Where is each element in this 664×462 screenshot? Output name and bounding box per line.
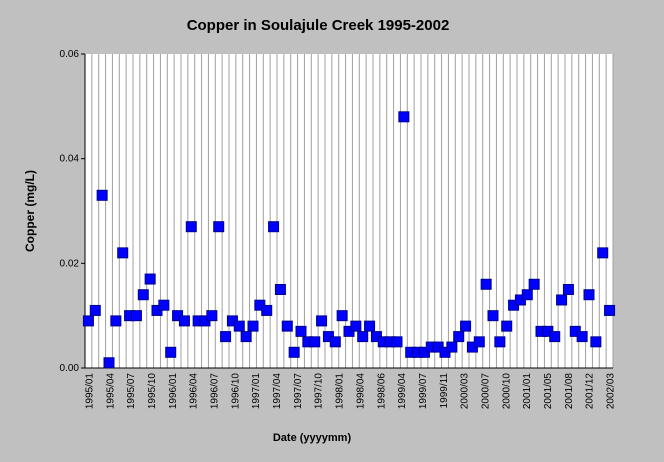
- data-point: [453, 331, 465, 343]
- x-tick-label: 1996/04: [189, 373, 200, 410]
- data-point: [213, 221, 225, 233]
- data-point: [281, 320, 293, 332]
- data-point: [185, 221, 197, 233]
- x-axis-label: Date (yyyymm): [273, 432, 352, 444]
- x-tick-label: 1995/01: [84, 373, 95, 410]
- x-tick-label: 2000/03: [460, 373, 471, 410]
- data-point: [110, 315, 122, 327]
- x-tick-label: 1995/07: [126, 373, 137, 410]
- x-tick-label: 2001/08: [564, 373, 575, 410]
- x-tick-label: 1996/10: [230, 373, 241, 410]
- tick-labels: 0.00 0.02 0.04 0.06 1995/01 1995/04 1995/07 199…: [60, 49, 617, 409]
- data-point: [473, 336, 485, 348]
- data-point: [295, 325, 307, 337]
- data-point: [487, 310, 499, 322]
- data-point: [460, 320, 472, 332]
- y-axis-label: Copper (mg/L): [23, 170, 37, 252]
- data-point: [590, 336, 602, 348]
- y-tick-label: 0.00: [60, 363, 80, 374]
- x-tick-label: 1999/07: [418, 373, 429, 410]
- x-tick-label: 1996/01: [168, 373, 179, 410]
- data-point: [597, 247, 609, 259]
- data-point: [206, 310, 218, 322]
- y-tick-label: 0.06: [60, 49, 80, 60]
- data-point: [357, 331, 369, 343]
- data-point: [220, 331, 232, 343]
- data-point: [480, 278, 492, 290]
- y-tick-label: 0.04: [60, 154, 80, 165]
- data-points: [82, 111, 616, 369]
- x-tick-label: 1997/07: [293, 373, 304, 410]
- data-point: [562, 284, 574, 295]
- data-point: [576, 331, 588, 343]
- x-tick-label: 1999/04: [397, 373, 408, 410]
- x-tick-label: 2001/05: [543, 373, 554, 410]
- x-tick-label: 2000/07: [480, 373, 491, 410]
- data-point: [130, 310, 142, 322]
- data-point: [501, 320, 513, 332]
- data-point: [274, 284, 286, 295]
- data-point: [117, 247, 129, 259]
- data-point: [144, 273, 156, 285]
- data-point: [247, 320, 259, 332]
- data-point: [288, 346, 300, 358]
- chart-title: Copper in Soulajule Creek 1995-2002: [187, 17, 450, 34]
- data-point: [329, 336, 341, 348]
- data-point: [268, 221, 280, 233]
- plot-area: [85, 54, 613, 368]
- data-point: [521, 289, 533, 301]
- x-tick-label: 1998/04: [355, 373, 366, 410]
- x-tick-label: 1998/06: [376, 373, 387, 410]
- data-point: [364, 320, 376, 332]
- data-point: [261, 304, 273, 316]
- data-point: [528, 278, 540, 290]
- y-tick-label: 0.02: [60, 258, 80, 269]
- data-point: [604, 304, 616, 316]
- data-point: [316, 315, 328, 327]
- data-point: [240, 331, 252, 343]
- data-point: [350, 320, 362, 332]
- x-tick-label: 2001/12: [585, 373, 596, 410]
- x-tick-label: 1995/04: [105, 373, 116, 410]
- data-point: [137, 289, 149, 301]
- data-point: [158, 299, 170, 311]
- data-point: [309, 336, 321, 348]
- x-tick-label: 1997/10: [314, 373, 325, 410]
- x-tick-label: 1998/01: [335, 373, 346, 410]
- x-tick-label: 1997/01: [251, 373, 262, 410]
- data-point: [178, 315, 190, 327]
- x-tick-label: 1996/07: [210, 373, 221, 410]
- x-tick-label: 1997/04: [272, 373, 283, 410]
- data-point: [391, 336, 403, 348]
- x-tick-label: 2001/01: [522, 373, 533, 410]
- data-point: [96, 189, 108, 201]
- x-tick-label: 1999/11: [439, 373, 450, 409]
- data-point: [336, 310, 348, 322]
- data-point: [398, 111, 410, 123]
- x-tick-label: 1995/10: [147, 373, 158, 410]
- data-point: [446, 341, 458, 353]
- x-tick-label: 2002/03: [606, 373, 617, 410]
- data-point: [82, 315, 94, 327]
- data-point: [494, 336, 506, 348]
- data-point: [165, 346, 177, 358]
- data-point: [549, 331, 561, 343]
- data-point: [89, 304, 101, 316]
- data-point: [583, 289, 595, 301]
- x-tick-label: 2000/10: [501, 373, 512, 410]
- data-point: [233, 320, 245, 332]
- data-point: [103, 357, 115, 369]
- data-point: [556, 294, 568, 306]
